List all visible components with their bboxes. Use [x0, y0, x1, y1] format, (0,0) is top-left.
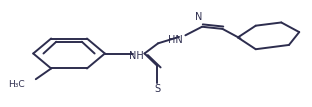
Text: NH: NH [129, 51, 144, 61]
Text: S: S [154, 84, 160, 94]
Text: H₃C: H₃C [8, 80, 24, 89]
Text: HN: HN [168, 35, 183, 45]
Text: N: N [194, 12, 202, 22]
